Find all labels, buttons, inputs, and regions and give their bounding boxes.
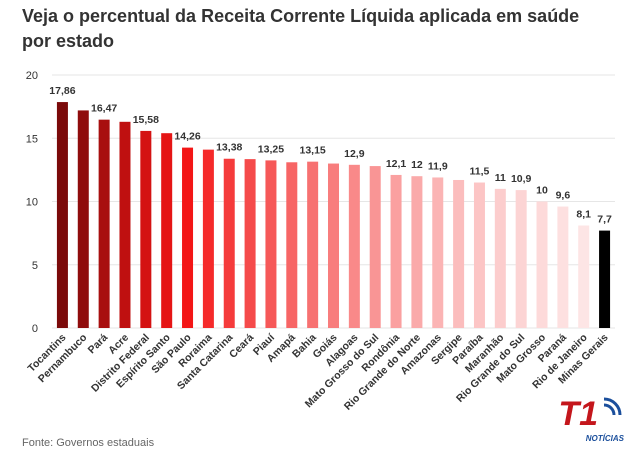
x-tick-label: Pará [86,332,111,357]
value-label: 8,1 [576,209,591,221]
bar [578,225,590,328]
value-label: 14,26 [174,131,200,143]
logo-label: NOTÍCIAS [586,434,625,443]
bar [119,121,131,329]
value-label: 12 [411,159,423,171]
bar [557,206,569,328]
value-label: 11 [495,172,506,184]
bar [307,161,319,328]
bar [56,102,68,328]
bar [244,159,256,328]
value-label: 13,15 [300,145,326,157]
bar [77,110,89,328]
bar [494,188,506,328]
value-label: 10,9 [511,173,532,185]
bar [265,160,277,328]
bar [599,230,611,328]
bar [536,201,548,328]
logo-waves [603,397,622,416]
y-tick-label: 15 [26,133,38,145]
y-tick-label: 20 [26,70,38,82]
logo-mark: T1 [558,395,598,433]
bar [161,133,173,328]
chart-title: Veja o percentual da Receita Corrente Lí… [22,6,580,51]
bar [515,190,527,328]
x-tick-label: Ceará [227,332,256,361]
value-label: 13,38 [216,142,242,154]
value-label: 16,47 [91,103,117,115]
bar [369,166,381,328]
value-label: 10 [536,185,548,197]
y-tick-label: 10 [26,197,38,209]
value-label: 12,1 [386,158,407,170]
bar [182,147,194,328]
bar [453,179,465,328]
value-label: 13,25 [258,143,284,155]
bar [390,174,402,328]
source: Fonte: Governos estaduais [22,437,155,449]
bar [98,119,110,328]
bar [348,164,360,328]
y-tick-label: 0 [32,323,38,335]
bar [473,182,485,328]
bar [202,149,214,328]
bar [140,130,152,328]
value-label: 9,6 [556,190,571,202]
bar [411,176,423,328]
value-label: 17,86 [49,85,75,97]
bar [223,158,235,328]
value-label: 12,9 [344,148,365,160]
bar [328,163,339,328]
y-tick-label: 5 [32,260,38,272]
bar [432,177,444,328]
bar [286,162,298,328]
value-label: 11,9 [428,160,448,172]
value-label: 7,7 [597,214,612,226]
value-label: 11,5 [470,166,490,178]
logo: T1 NOTÍCIAS [558,395,624,443]
value-label: 15,58 [133,114,159,126]
